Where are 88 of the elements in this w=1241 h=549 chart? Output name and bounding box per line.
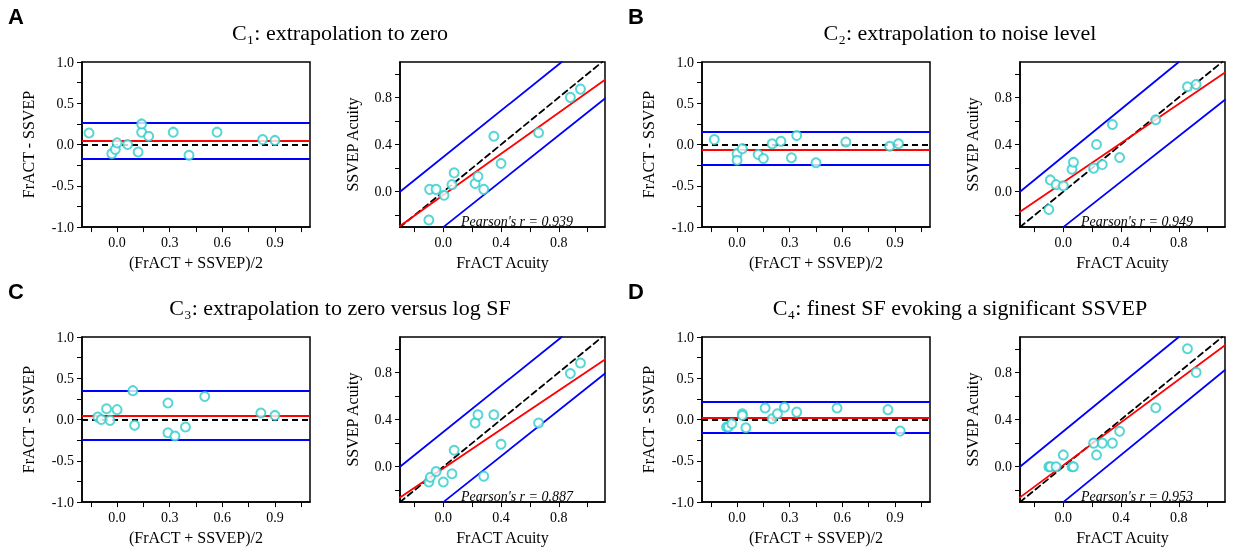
y-tick-label: 0.8 [994, 89, 1012, 105]
chart-title: C₁: extrapolation to zero [232, 20, 448, 45]
x-axis-title: (FrACT + SSVEP)/2 [128, 253, 264, 272]
x-tick-label: 0.3 [780, 509, 799, 525]
x-tick-label: 0.0 [434, 509, 453, 525]
y-tick-label: 0.4 [994, 137, 1012, 153]
annotation: Pearson's r = 0.887 [460, 488, 574, 504]
x-tick-label: 0.4 [492, 234, 510, 250]
x-tick-label: 0.9 [266, 234, 284, 250]
x-tick-label: 0.8 [1170, 234, 1188, 250]
y-tick-label: 0.5 [56, 370, 74, 386]
x-tick-label: 0.6 [833, 509, 852, 525]
text: B [628, 4, 644, 30]
x-tick-label: 0.0 [1054, 234, 1073, 250]
y-axis-title: FrACT - SSVEP [639, 90, 657, 199]
x-tick-label: 0.0 [108, 234, 126, 250]
x-tick-label: 0.3 [780, 234, 799, 250]
x-axis-title: (FrACT + SSVEP)/2 [748, 528, 884, 547]
y-tick-label: 0.0 [56, 137, 74, 153]
y-tick-label: 0.8 [374, 89, 392, 105]
y-tick-label: 1.0 [56, 329, 74, 345]
y-tick-label: -0.5 [671, 178, 694, 194]
y-axis-title: SSVEP Acuity [343, 372, 362, 467]
y-tick-label: 0.0 [994, 459, 1012, 475]
y-tick-label: 0.4 [994, 412, 1012, 428]
text: A [8, 4, 24, 30]
y-tick-label: 0.0 [994, 184, 1012, 200]
y-tick-label: 0.0 [676, 137, 694, 153]
y-tick-label: 0.4 [374, 137, 392, 153]
annotation: Pearson's r = 0.949 [1080, 213, 1193, 229]
y-axis-title: SSVEP Acuity [963, 372, 982, 467]
x-tick-label: 0.9 [886, 234, 904, 250]
x-tick-label: 0.8 [550, 509, 568, 525]
y-tick-label: 1.0 [676, 329, 694, 345]
x-tick-label: 0.6 [833, 234, 852, 250]
x-tick-label: 0.9 [266, 509, 284, 525]
x-tick-label: 0.4 [492, 509, 510, 525]
x-tick-label: 0.4 [1112, 509, 1130, 525]
x-tick-label: 0.4 [1112, 234, 1130, 250]
y-axis-title: SSVEP Acuity [963, 97, 982, 192]
x-axis-title: FrACT Acuity [1076, 253, 1169, 272]
x-tick-label: 0.6 [213, 509, 232, 525]
y-tick-label: -1.0 [671, 494, 694, 510]
y-tick-label: 0.0 [374, 184, 392, 200]
y-tick-label: 0.0 [56, 412, 74, 428]
x-axis-title: (FrACT + SSVEP)/2 [748, 253, 884, 272]
chart-title: C₃: extrapolation to zero versus log SF [169, 295, 511, 320]
x-axis-title: FrACT Acuity [1076, 528, 1169, 547]
y-tick-label: -1.0 [51, 494, 74, 510]
y-tick-label: -1.0 [51, 219, 74, 235]
y-tick-label: -0.5 [51, 178, 74, 194]
x-axis-title: (FrACT + SSVEP)/2 [128, 528, 264, 547]
annotation: Pearson's r = 0.939 [460, 213, 573, 229]
x-axis-title: FrACT Acuity [456, 253, 549, 272]
chart-title: C₂: extrapolation to noise level [822, 20, 1098, 46]
y-tick-label: 0.0 [676, 412, 694, 428]
y-axis-title: SSVEP Acuity [343, 97, 362, 192]
x-tick-label: 0.0 [108, 509, 126, 525]
y-tick-label: -1.0 [671, 219, 694, 235]
y-tick-label: 0.5 [676, 95, 694, 111]
y-tick-label: 0.0 [374, 459, 392, 475]
y-tick-label: -0.5 [671, 453, 694, 469]
x-tick-label: 0.3 [160, 509, 179, 525]
y-tick-label: 0.8 [374, 364, 392, 380]
x-tick-label: 0.6 [213, 234, 232, 250]
y-tick-label: 1.0 [56, 54, 74, 70]
annotation: Pearson's r = 0.953 [1080, 488, 1193, 504]
y-axis-title: FrACT - SSVEP [19, 90, 37, 199]
chart-title: C₄: finest SF evoking a significant SSVEP [771, 295, 1149, 321]
x-tick-label: 0.3 [160, 234, 179, 250]
x-tick-label: 0.8 [550, 234, 568, 250]
x-tick-label: 0.9 [886, 509, 904, 525]
y-tick-label: 0.5 [56, 95, 74, 111]
x-axis-title: FrACT Acuity [456, 528, 549, 547]
y-tick-label: 1.0 [676, 54, 694, 70]
y-tick-label: 0.8 [994, 364, 1012, 380]
text: D [628, 279, 644, 305]
y-axis-title: FrACT - SSVEP [639, 365, 657, 474]
y-axis-title: FrACT - SSVEP [19, 365, 37, 474]
x-tick-label: 0.0 [434, 234, 453, 250]
x-tick-label: 0.0 [728, 509, 746, 525]
text: C [8, 279, 24, 305]
x-tick-label: 0.0 [1054, 509, 1073, 525]
y-tick-label: -0.5 [51, 453, 74, 469]
x-tick-label: 0.0 [728, 234, 746, 250]
x-tick-label: 0.8 [1170, 509, 1188, 525]
y-tick-label: 0.4 [374, 412, 392, 428]
y-tick-label: 0.5 [676, 370, 694, 386]
